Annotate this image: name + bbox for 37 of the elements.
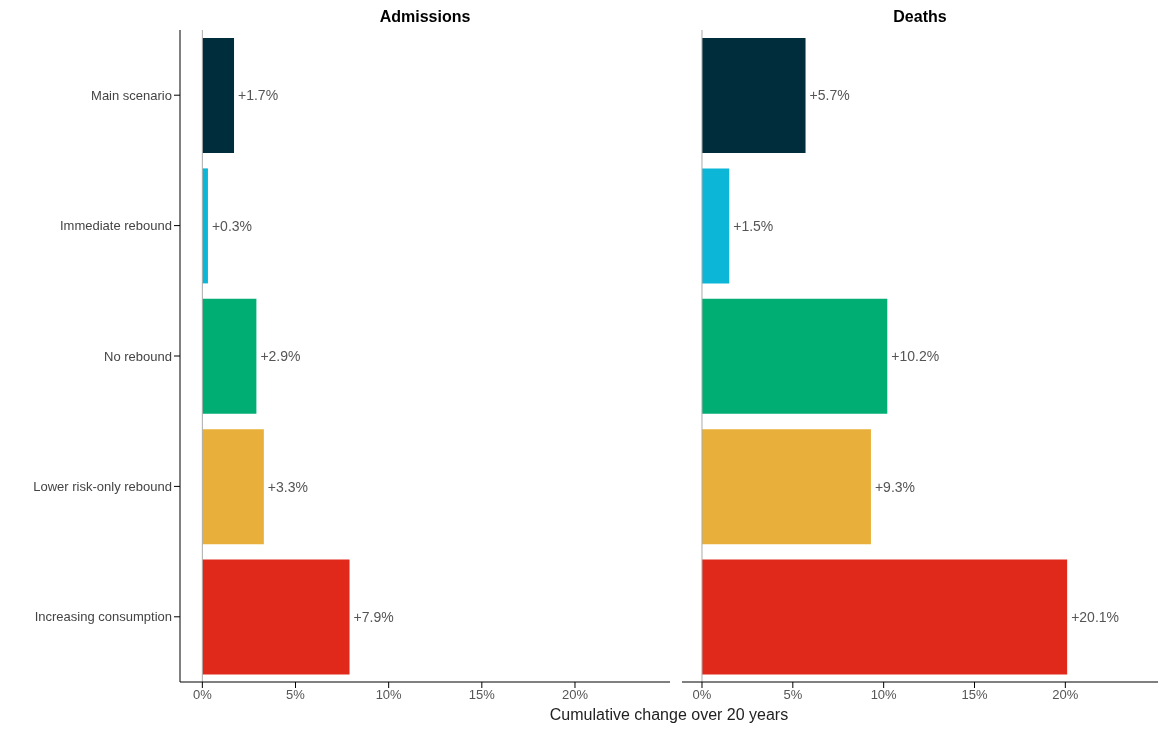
- chart-title: Deaths: [892, 8, 948, 27]
- x-tick-label: 15%: [468, 687, 496, 703]
- bar: [202, 559, 350, 675]
- bar: [202, 38, 235, 153]
- x-tick-label: 20%: [1052, 687, 1079, 703]
- data-label: +7.9%: [353, 609, 394, 626]
- data-label: +0.3%: [211, 217, 253, 234]
- data-label: +5.7%: [809, 87, 850, 104]
- y-tick-label: Lower risk-only rebound: [33, 479, 172, 495]
- y-tick-label: Main scenario: [91, 87, 172, 103]
- x-tick-label: 0%: [192, 687, 213, 703]
- x-tick-label: 0%: [692, 687, 712, 703]
- chart-title: Admissions: [378, 8, 472, 27]
- data-label: +20.1%: [1071, 609, 1120, 626]
- x-axis-title: Cumulative change over 20 years: [548, 706, 790, 724]
- x-tick-label: 20%: [561, 687, 589, 703]
- x-tick-label: 5%: [783, 687, 803, 703]
- bar: [202, 429, 264, 545]
- data-label: +1.5%: [733, 217, 774, 234]
- bar: [701, 429, 871, 545]
- x-tick-label: 10%: [870, 687, 898, 703]
- bar: [202, 298, 257, 414]
- data-label: +10.2%: [891, 348, 940, 365]
- data-label: +9.3%: [874, 478, 916, 495]
- data-label: +2.9%: [260, 348, 301, 365]
- y-tick-label: Immediate rebound: [59, 218, 172, 234]
- y-tick-label: Increasing consumption: [34, 609, 172, 625]
- x-tick-label: 5%: [286, 687, 306, 703]
- bar: [701, 559, 1068, 675]
- data-label: +1.7%: [238, 87, 279, 104]
- bar: [701, 168, 730, 284]
- bar: [701, 38, 806, 153]
- data-label: +3.3%: [267, 478, 308, 495]
- x-tick-label: 10%: [375, 687, 403, 703]
- y-tick-label: No rebound: [104, 348, 172, 364]
- x-tick-label: 15%: [961, 687, 988, 703]
- bar: [701, 298, 888, 414]
